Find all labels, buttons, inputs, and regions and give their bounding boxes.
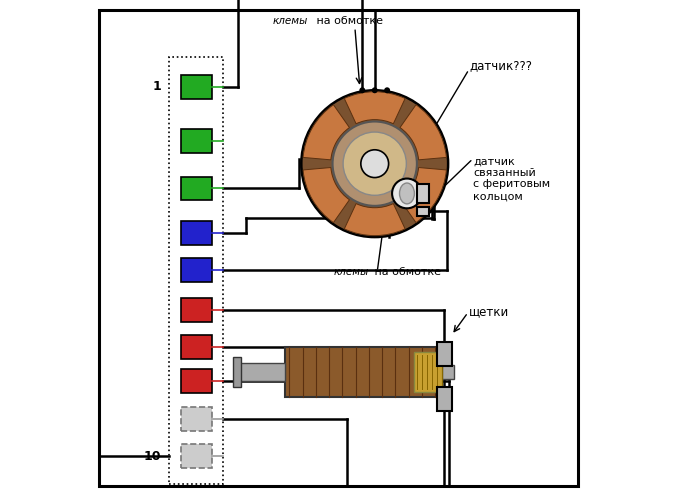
Text: клемы: клемы	[333, 267, 369, 277]
Circle shape	[333, 122, 417, 206]
Wedge shape	[344, 203, 405, 236]
Bar	[181, 369, 211, 393]
Bar	[437, 342, 452, 366]
Bar	[181, 407, 211, 431]
Bar	[417, 207, 429, 216]
Text: клемы: клемы	[273, 16, 308, 26]
Text: датчик
связанный
с феритовым
кольцом: датчик связанный с феритовым кольцом	[473, 156, 550, 201]
Wedge shape	[344, 92, 405, 124]
Text: 10: 10	[144, 450, 161, 463]
Text: щетки: щетки	[469, 305, 509, 318]
Bar	[181, 444, 211, 468]
Bar	[414, 352, 442, 392]
Text: датчик???: датчик???	[469, 59, 532, 72]
Circle shape	[359, 87, 365, 93]
Ellipse shape	[400, 183, 414, 204]
Bar	[233, 357, 241, 387]
Text: на обмотке: на обмотке	[313, 16, 383, 26]
Bar	[181, 258, 211, 282]
Circle shape	[361, 150, 388, 178]
Text: на обмотке: на обмотке	[371, 267, 441, 277]
Bar	[181, 75, 211, 99]
Bar	[181, 177, 211, 200]
Wedge shape	[400, 105, 446, 160]
Wedge shape	[303, 168, 350, 223]
Circle shape	[392, 179, 422, 208]
Circle shape	[343, 132, 407, 195]
Circle shape	[384, 87, 390, 93]
Wedge shape	[303, 105, 350, 160]
Wedge shape	[400, 168, 446, 223]
Bar	[181, 129, 211, 153]
Bar	[437, 387, 452, 411]
Bar	[181, 335, 211, 359]
Bar	[181, 221, 211, 245]
Circle shape	[301, 90, 448, 237]
Bar	[236, 363, 286, 381]
Bar	[286, 347, 439, 397]
Circle shape	[372, 87, 377, 93]
Bar	[417, 184, 429, 203]
Bar	[442, 365, 454, 379]
Text: 1: 1	[153, 80, 161, 93]
Bar	[181, 298, 211, 322]
Bar	[169, 57, 224, 484]
